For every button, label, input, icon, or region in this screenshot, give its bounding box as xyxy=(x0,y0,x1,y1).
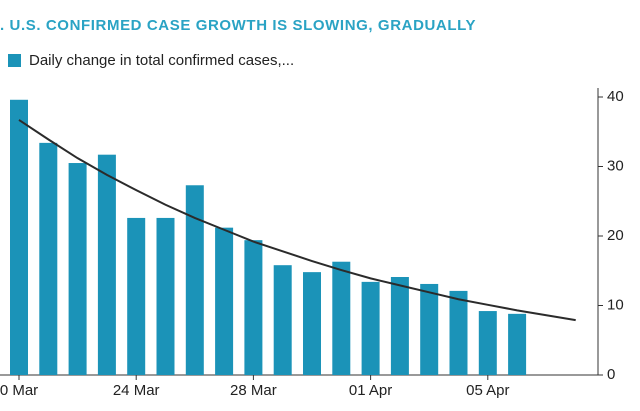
x-tick-label: 01 Apr xyxy=(349,382,392,399)
bar xyxy=(97,154,116,375)
bar xyxy=(420,283,439,375)
bar xyxy=(332,261,351,375)
bar xyxy=(185,185,204,375)
bar xyxy=(156,217,175,375)
legend-label: Daily change in total confirmed cases,..… xyxy=(29,52,294,69)
bar xyxy=(361,281,380,375)
y-tick-label: 30 xyxy=(607,157,624,174)
bar xyxy=(10,99,28,375)
bar xyxy=(244,240,263,375)
bar xyxy=(508,313,527,375)
bar xyxy=(303,272,321,375)
y-tick-label: 20 xyxy=(607,227,624,244)
bar xyxy=(273,265,292,375)
bar xyxy=(390,277,409,375)
bar xyxy=(478,311,497,375)
x-tick-label: 24 Mar xyxy=(113,382,160,399)
bar xyxy=(39,142,58,375)
trend-line xyxy=(18,119,576,322)
bar xyxy=(68,163,87,375)
bar xyxy=(127,217,146,375)
y-tick-label: 40 xyxy=(607,88,624,105)
chart-title: . U.S. CONFIRMED CASE GROWTH IS SLOWING,… xyxy=(0,17,476,34)
x-tick-label: 28 Mar xyxy=(230,382,277,399)
y-tick-label: 10 xyxy=(607,296,624,313)
bar xyxy=(215,227,234,375)
y-tick-label: 0 xyxy=(607,366,615,383)
bar xyxy=(449,290,468,375)
legend-swatch xyxy=(8,54,21,67)
x-tick-label: 0 Mar xyxy=(0,382,38,399)
x-tick-label: 05 Apr xyxy=(466,382,509,399)
